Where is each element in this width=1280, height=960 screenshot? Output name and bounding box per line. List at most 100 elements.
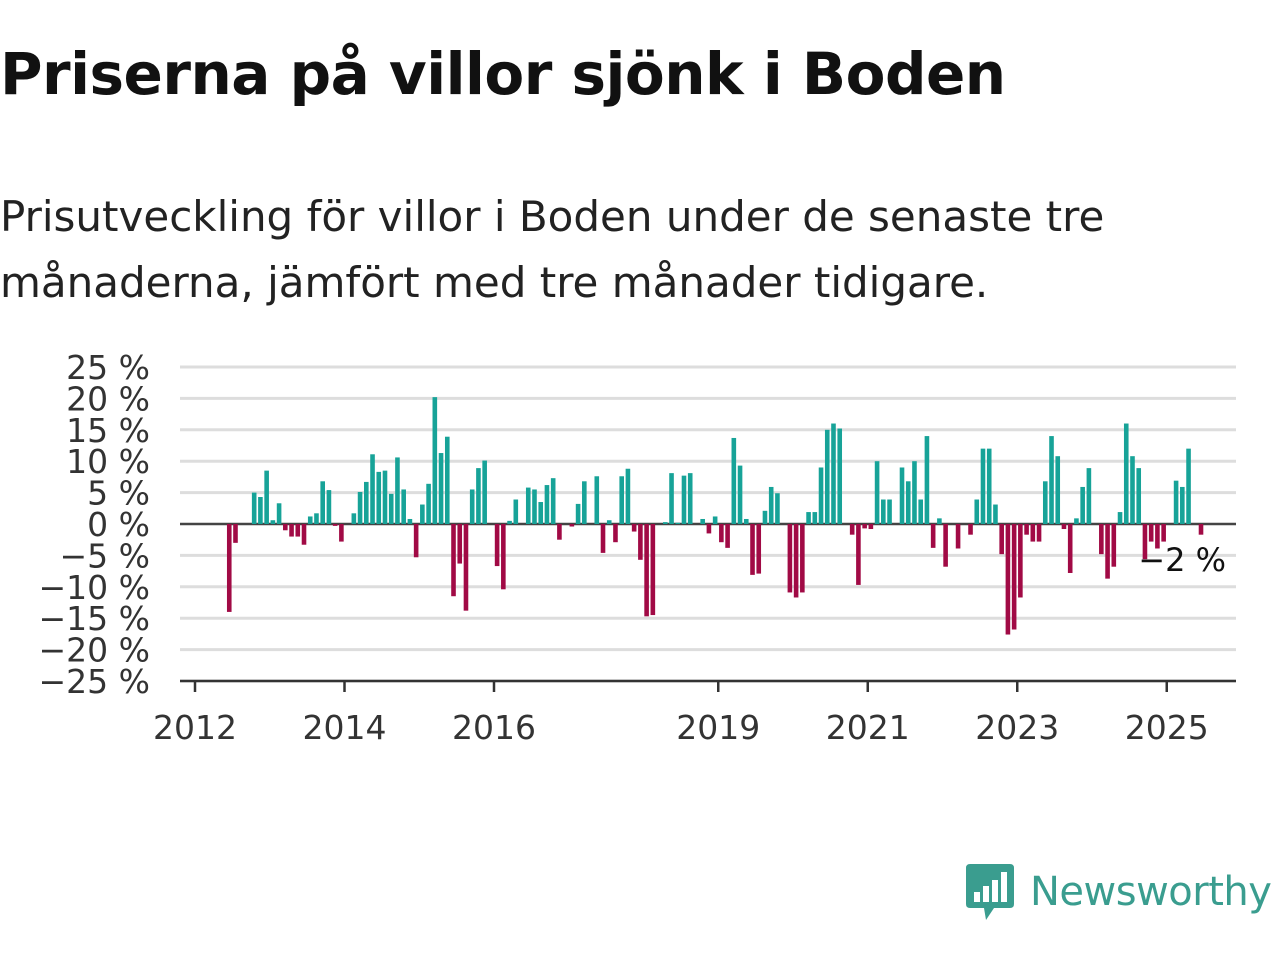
bar xyxy=(731,437,737,524)
bar xyxy=(339,524,344,542)
bar xyxy=(444,436,450,524)
bar xyxy=(226,524,232,612)
bar xyxy=(737,465,743,524)
bar xyxy=(320,481,325,524)
bar xyxy=(575,503,581,524)
bar xyxy=(457,524,463,564)
bar xyxy=(438,453,444,524)
bar xyxy=(750,524,755,575)
bar xyxy=(1123,423,1129,524)
bar xyxy=(899,467,905,524)
x-tick-label: 2021 xyxy=(826,708,910,747)
bar xyxy=(289,524,294,537)
y-axis-ticks: 25 %20 %15 %10 %5 %0 %−5 %−10 %−15 %−20 … xyxy=(39,348,151,701)
bar xyxy=(370,454,375,524)
annotation-label: −2 % xyxy=(1138,541,1226,579)
bar xyxy=(756,524,762,574)
y-tick-label: −20 % xyxy=(39,631,151,670)
bar xyxy=(1155,524,1160,549)
bar xyxy=(669,473,674,524)
bar xyxy=(663,522,668,524)
bar xyxy=(364,481,369,524)
bar xyxy=(762,510,768,524)
bar xyxy=(1042,481,1048,524)
bar xyxy=(1036,524,1042,542)
bar xyxy=(824,429,830,524)
bar xyxy=(800,524,805,593)
bar xyxy=(1018,524,1023,598)
bar xyxy=(301,524,307,545)
bar xyxy=(1030,524,1036,542)
bar xyxy=(451,524,456,597)
bar xyxy=(600,524,606,553)
bar xyxy=(862,524,867,529)
bar xyxy=(382,470,388,524)
bar xyxy=(1117,512,1123,524)
bar xyxy=(388,493,394,524)
bar xyxy=(837,428,843,524)
y-tick-label: −25 % xyxy=(39,662,151,701)
bar xyxy=(625,468,631,524)
bar xyxy=(675,522,681,524)
bar xyxy=(968,524,973,535)
y-tick-label: 0 % xyxy=(87,505,150,544)
bar xyxy=(937,518,942,524)
bar xyxy=(420,504,425,524)
bar xyxy=(482,460,487,524)
bar xyxy=(986,448,992,524)
bar xyxy=(544,485,550,524)
bar xyxy=(513,499,519,524)
x-tick-label: 2019 xyxy=(676,708,760,747)
brand-logo: Newsworthy xyxy=(964,862,1272,922)
bar xyxy=(507,520,512,524)
bar xyxy=(806,512,811,524)
x-axis: 2012 2014 2016 2019 2021 2023 2025 xyxy=(153,679,1236,747)
bar xyxy=(681,475,687,524)
bar xyxy=(1011,524,1017,630)
y-tick-label: 5 % xyxy=(87,474,150,513)
bar xyxy=(1105,524,1110,579)
bar xyxy=(775,493,780,524)
bar xyxy=(1130,456,1135,524)
bar xyxy=(743,518,749,524)
bar xyxy=(550,478,556,524)
bar xyxy=(307,516,313,524)
bar xyxy=(1061,524,1067,530)
bar xyxy=(1198,524,1204,535)
annotations: −2 % xyxy=(1138,541,1226,579)
bar xyxy=(1142,524,1148,560)
bar xyxy=(1005,524,1011,635)
bar xyxy=(912,461,917,524)
bar xyxy=(1136,468,1142,524)
brand-name: Newsworthy xyxy=(1030,869,1272,915)
bar xyxy=(407,518,413,524)
bar xyxy=(276,503,282,524)
bar xyxy=(1024,524,1029,535)
y-tick-label: 15 % xyxy=(66,411,150,450)
bar xyxy=(613,524,618,543)
bar xyxy=(1055,456,1061,524)
bar xyxy=(594,476,600,524)
bar xyxy=(644,524,649,617)
bar xyxy=(525,487,531,524)
bar xyxy=(719,524,724,543)
y-tick-label: −10 % xyxy=(39,568,151,607)
bar xyxy=(1111,524,1117,567)
bar xyxy=(924,436,930,524)
bar xyxy=(793,524,799,598)
bar xyxy=(725,524,730,548)
bar xyxy=(631,524,637,532)
bar xyxy=(868,524,874,530)
bar xyxy=(1067,524,1073,573)
bar xyxy=(1080,486,1085,524)
y-tick-label: 20 % xyxy=(66,379,150,418)
bar xyxy=(700,518,705,524)
bar xyxy=(569,524,575,527)
bar xyxy=(469,489,475,524)
bar xyxy=(812,512,818,524)
y-tick-label: −15 % xyxy=(39,599,151,638)
bar xyxy=(1148,524,1154,542)
bar xyxy=(295,524,301,537)
bars xyxy=(226,397,1204,635)
bar xyxy=(638,524,643,560)
